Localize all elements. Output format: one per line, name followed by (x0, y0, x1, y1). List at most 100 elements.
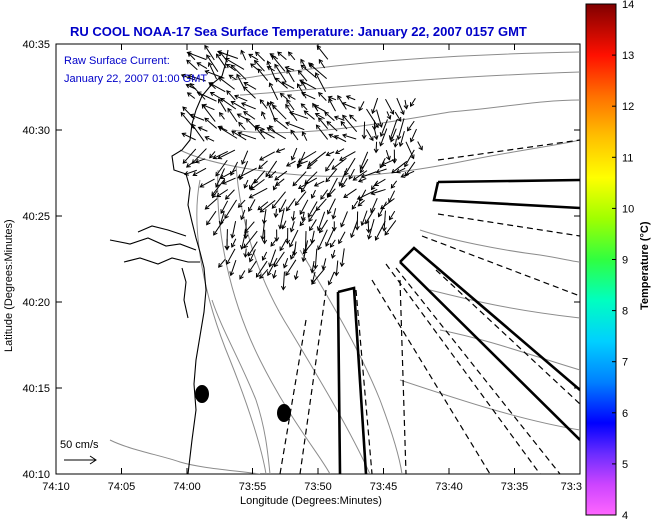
current-vector (307, 159, 318, 169)
current-vector (288, 51, 296, 61)
current-vector-head (226, 90, 231, 95)
current-vector (342, 102, 356, 109)
current-vector-head (319, 228, 324, 234)
current-vector (269, 125, 276, 133)
current-vector (281, 220, 287, 229)
current-vector (351, 200, 359, 210)
current-vector (380, 198, 395, 210)
current-vector-head (290, 216, 296, 222)
current-vector-head (318, 58, 324, 64)
current-vector (267, 127, 287, 140)
current-vector-head (300, 91, 306, 97)
current-vector-head (297, 158, 303, 163)
current-vector-head (280, 285, 286, 291)
current-vector-head (229, 271, 235, 277)
current-vector (292, 171, 307, 186)
current-vector (248, 260, 257, 273)
current-vector-head (404, 171, 410, 177)
current-vector-head (328, 133, 334, 139)
current-vector (401, 170, 415, 178)
current-vector-head (318, 92, 323, 97)
current-vector-head (286, 94, 292, 99)
bathymetry-contours (109, 51, 580, 474)
current-vector (317, 229, 328, 250)
current-vector (325, 168, 338, 182)
current-vector-head (196, 91, 202, 96)
current-vector (225, 189, 235, 200)
current-vector (314, 180, 325, 187)
current-vector-head (290, 129, 295, 135)
current-vector-head (386, 114, 392, 120)
current-vector (238, 122, 246, 131)
current-vector-head (294, 201, 300, 206)
current-vector (316, 45, 329, 60)
current-vector (218, 98, 227, 112)
current-vector (344, 157, 356, 176)
current-vectors (180, 44, 423, 291)
current-vector-head (231, 130, 236, 135)
current-vector (339, 151, 356, 161)
current-vector (384, 220, 397, 236)
current-vector (331, 157, 347, 170)
current-vector-head (290, 155, 296, 161)
current-vector (379, 128, 388, 146)
current-vector (229, 74, 237, 81)
current-vector-head (224, 246, 230, 251)
current-vector (326, 151, 335, 156)
current-vector-head (254, 125, 260, 131)
current-vector-head (279, 92, 285, 98)
current-vector-head (297, 70, 303, 75)
current-vector (394, 111, 402, 122)
current-vector (325, 227, 335, 247)
current-vector-head (351, 204, 357, 210)
current-vector (258, 160, 268, 170)
current-vector (274, 251, 285, 267)
current-vector-head (342, 133, 347, 139)
current-vector-head (248, 193, 254, 199)
current-vector-head (340, 120, 346, 126)
current-vector-head (380, 204, 385, 210)
current-vector-head (301, 131, 307, 137)
current-vector (338, 231, 346, 244)
current-vector (195, 158, 206, 163)
current-vector-head (299, 221, 305, 227)
current-vector-head (374, 123, 379, 129)
current-vector (350, 220, 358, 238)
current-vector-head (328, 98, 333, 104)
current-time: January 22, 2007 01:00 GMT (64, 73, 207, 85)
current-vector-head (216, 192, 221, 198)
current-vector (371, 97, 379, 114)
current-vector (215, 159, 228, 177)
current-vector (286, 160, 296, 167)
current-vector (286, 69, 295, 83)
current-vector (187, 74, 206, 82)
current-vector-head (310, 193, 316, 199)
current-vector-head (236, 73, 241, 79)
current-vector-head (186, 59, 191, 65)
current-vector-head (259, 208, 265, 213)
current-vector-head (257, 68, 263, 74)
current-vector (304, 110, 315, 120)
current-vector-head (268, 82, 274, 88)
current-vector (219, 112, 225, 120)
current-vector-head (228, 74, 234, 80)
current-vector-head (204, 136, 210, 141)
current-vector-head (400, 173, 406, 178)
current-vector (309, 63, 327, 79)
current-vector (361, 210, 368, 226)
current-vector (231, 130, 247, 141)
current-vector (404, 161, 416, 177)
current-vector (182, 148, 197, 164)
current-vector-head (206, 54, 211, 60)
current-vector (365, 207, 376, 224)
current-vector (238, 199, 246, 208)
current-vector (363, 121, 366, 139)
current-vector-head (181, 132, 187, 138)
current-vector (219, 211, 225, 225)
current-vector-head (268, 262, 273, 268)
current-vector (187, 52, 196, 61)
current-vector (353, 170, 368, 181)
current-vector-head (321, 265, 327, 271)
current-vector-head (381, 226, 387, 232)
current-vector (192, 148, 207, 164)
